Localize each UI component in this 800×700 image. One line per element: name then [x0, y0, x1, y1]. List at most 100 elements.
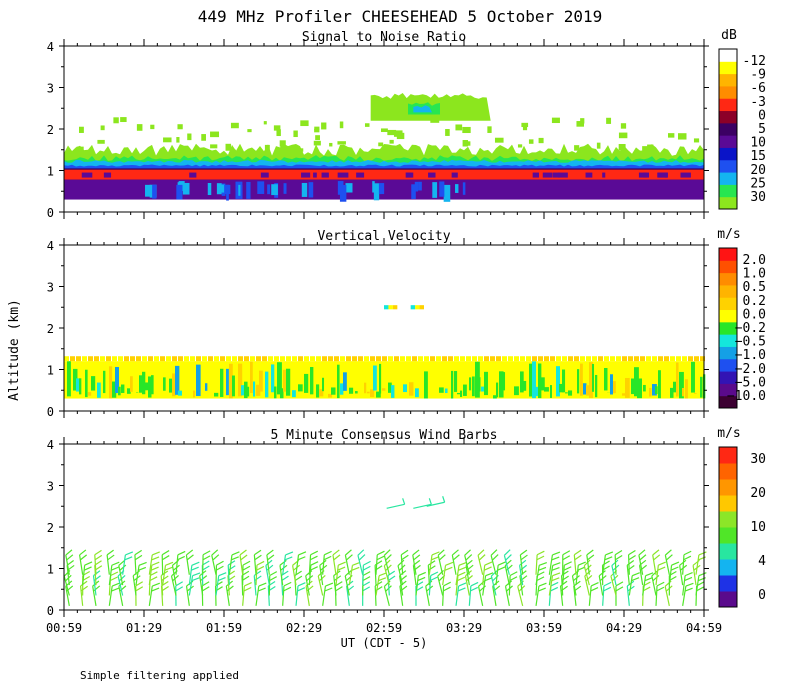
- vel-fringe: [574, 356, 579, 362]
- wind-barb: [652, 549, 661, 575]
- barb-flag: [297, 582, 306, 587]
- vel-streak: [649, 387, 652, 397]
- plot-area: [64, 305, 706, 399]
- barb-flag: [200, 575, 208, 582]
- vel-streak: [88, 392, 92, 396]
- vel-upper-patch: [419, 305, 424, 310]
- barb-flag: [202, 560, 210, 566]
- barb-flag: [298, 551, 307, 556]
- vel-streak: [97, 382, 101, 398]
- barb-flag: [212, 554, 220, 561]
- snr-scatter: [445, 129, 450, 136]
- barb-flag: [539, 561, 547, 566]
- vel-streak: [460, 390, 463, 397]
- wind-barb: [255, 582, 267, 606]
- barb-staff: [362, 565, 364, 586]
- barb-flag: [520, 549, 528, 556]
- barb-staff: [614, 554, 617, 575]
- vel-streak: [340, 383, 344, 395]
- vel-fringe: [466, 356, 471, 362]
- wind-barb: [455, 561, 467, 586]
- barb-flag: [149, 571, 158, 577]
- vel-fringe: [610, 356, 615, 362]
- wind-barb: [535, 582, 547, 606]
- vel-fringe: [244, 356, 249, 362]
- upper-wind-barb: [413, 498, 432, 509]
- vel-streak: [112, 381, 117, 398]
- plot-area: [63, 496, 707, 606]
- vel-streak: [298, 384, 303, 392]
- barb-staff: [442, 565, 447, 586]
- snr-scatter: [113, 117, 119, 124]
- vel-streak: [493, 395, 497, 399]
- wind-barb: [442, 581, 452, 606]
- snr-scatter: [201, 134, 206, 141]
- barb-flag: [125, 551, 134, 556]
- barb-staff: [357, 555, 364, 575]
- snr-scatter: [380, 128, 388, 133]
- barb-flag: [679, 559, 687, 566]
- barb-flag: [509, 571, 518, 577]
- vel-streak: [139, 375, 143, 393]
- barb-flag: [292, 559, 300, 566]
- snr-gap: [103, 172, 112, 178]
- vel-streak: [364, 382, 367, 394]
- barb-flag: [457, 576, 466, 582]
- y-tick-label: 3: [47, 82, 54, 96]
- barb-staff: [253, 575, 257, 596]
- vel-fringe: [622, 356, 627, 362]
- barb-flag: [111, 582, 120, 587]
- vel-streak: [529, 363, 534, 397]
- barb-flag: [151, 556, 160, 561]
- barb-flag: [239, 549, 247, 556]
- vel-fringe: [280, 356, 285, 362]
- barb-flag: [216, 560, 224, 566]
- vel-streak: [220, 368, 224, 397]
- barb-flag: [684, 571, 693, 577]
- barb-flag: [79, 554, 88, 561]
- barb-flag: [603, 581, 612, 587]
- barb-flag: [345, 574, 353, 582]
- barb-flag: [438, 554, 446, 561]
- snr-gap: [301, 172, 311, 178]
- wind-barb: [602, 551, 614, 575]
- vel-streak: [265, 371, 269, 398]
- barb-flag: [80, 580, 88, 587]
- wind-barb: [135, 561, 147, 586]
- snr-scatter: [136, 124, 143, 131]
- snr-scatter: [263, 121, 267, 125]
- vel-streak: [631, 378, 635, 395]
- y-tick-label: 3: [47, 480, 54, 494]
- vel-fringe: [352, 356, 357, 362]
- vel-streak: [388, 382, 392, 393]
- colorbar: m/s2.01.00.50.20.0−0.2−0.5−1.0−2.0−5.0−1…: [717, 227, 766, 409]
- barb-staff: [82, 565, 86, 586]
- vel-streak: [118, 386, 121, 396]
- barb-staff: [199, 575, 204, 596]
- barb-flag: [378, 577, 387, 582]
- wind-barb: [504, 580, 513, 606]
- wind-barb: [255, 560, 265, 586]
- barb-staff: [455, 585, 460, 606]
- vel-layer-base: [64, 361, 704, 399]
- barb-flag: [684, 587, 693, 592]
- wind-barb: [518, 559, 528, 586]
- wind-barb: [468, 581, 479, 606]
- vel-streak: [76, 378, 81, 392]
- barb-flag: [490, 549, 498, 556]
- barb-staff: [346, 585, 350, 606]
- snr-pocket: [271, 184, 278, 196]
- barb-flag: [305, 570, 313, 577]
- colorbar-label: -6: [750, 81, 766, 96]
- colorbar-swatch: [719, 135, 737, 148]
- barb-flag: [265, 559, 273, 566]
- wind-barb: [215, 572, 227, 596]
- barb-flag: [383, 549, 391, 556]
- barb-flag: [437, 549, 445, 556]
- vel-streak: [319, 389, 324, 397]
- barb-staff: [626, 585, 630, 606]
- snr-pocket: [219, 184, 225, 193]
- barb-flag: [254, 554, 262, 561]
- barb-staff: [242, 585, 245, 606]
- wind-barb: [575, 561, 586, 586]
